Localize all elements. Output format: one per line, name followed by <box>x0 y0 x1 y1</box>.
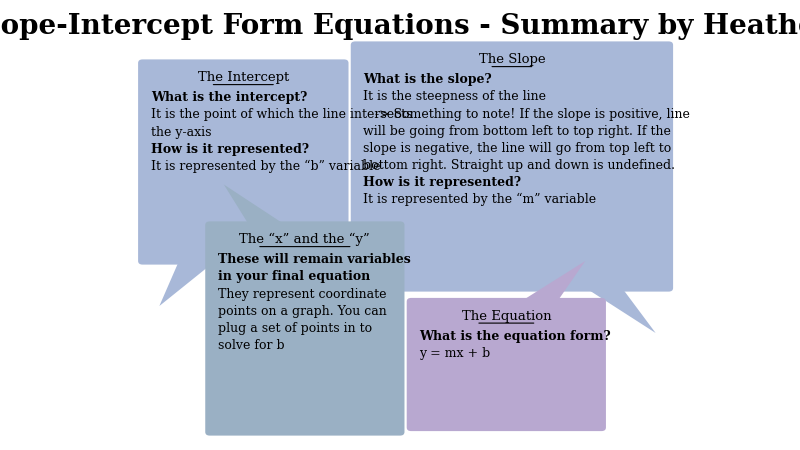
Text: bottom right. Straight up and down is undefined.: bottom right. Straight up and down is un… <box>363 159 675 172</box>
Text: It is represented by the “b” variable: It is represented by the “b” variable <box>150 160 380 173</box>
Text: Slope-Intercept Form Equations - Summary by Heather: Slope-Intercept Form Equations - Summary… <box>0 14 800 40</box>
Text: solve for b: solve for b <box>218 339 285 352</box>
Text: slope is negative, the line will go from top left to: slope is negative, the line will go from… <box>363 142 671 155</box>
FancyBboxPatch shape <box>138 59 349 265</box>
FancyBboxPatch shape <box>350 41 673 292</box>
Text: y = mx + b: y = mx + b <box>419 347 490 360</box>
Text: the y-axis: the y-axis <box>150 126 211 139</box>
Text: plug a set of points in to: plug a set of points in to <box>218 322 372 335</box>
Text: The Slope: The Slope <box>478 53 546 66</box>
Text: It is the steepness of the line: It is the steepness of the line <box>363 90 546 104</box>
Text: It is represented by the “m” variable: It is represented by the “m” variable <box>363 193 597 206</box>
Polygon shape <box>224 184 286 225</box>
Text: in your final equation: in your final equation <box>218 270 370 284</box>
Text: -> Something to note! If the slope is positive, line: -> Something to note! If the slope is po… <box>363 108 690 121</box>
Text: points on a graph. You can: points on a graph. You can <box>218 305 386 318</box>
Polygon shape <box>586 288 656 333</box>
Text: How is it represented?: How is it represented? <box>150 143 309 156</box>
Text: The Intercept: The Intercept <box>198 71 289 84</box>
Text: How is it represented?: How is it represented? <box>363 176 522 189</box>
FancyBboxPatch shape <box>406 298 606 431</box>
FancyBboxPatch shape <box>206 221 405 436</box>
Text: It is the point of which the line intersects: It is the point of which the line inters… <box>150 108 412 122</box>
Polygon shape <box>159 261 215 306</box>
Text: What is the intercept?: What is the intercept? <box>150 91 307 104</box>
Text: These will remain variables: These will remain variables <box>218 253 410 266</box>
Polygon shape <box>521 261 586 302</box>
Text: They represent coordinate: They represent coordinate <box>218 288 386 301</box>
Text: will be going from bottom left to top right. If the: will be going from bottom left to top ri… <box>363 125 671 138</box>
Text: The “x” and the “y”: The “x” and the “y” <box>239 233 370 246</box>
Text: What is the equation form?: What is the equation form? <box>419 330 611 343</box>
Text: The Equation: The Equation <box>462 310 551 323</box>
Text: What is the slope?: What is the slope? <box>363 73 492 86</box>
